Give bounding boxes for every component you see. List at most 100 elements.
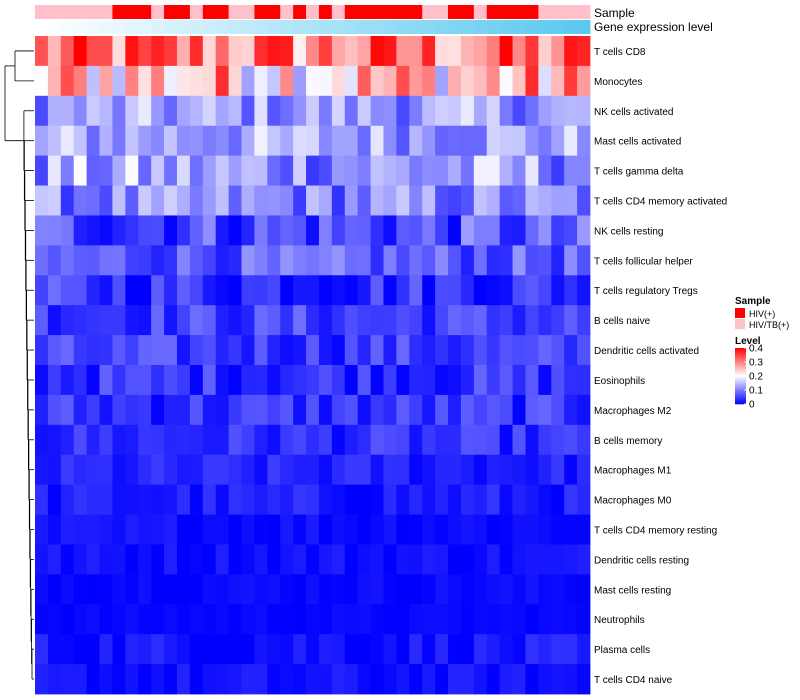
- heatmap-cell: [551, 365, 565, 396]
- heatmap-cell: [357, 634, 371, 665]
- heatmap-cell: [241, 275, 255, 306]
- heatmap-cell: [486, 95, 501, 127]
- heatmap-cell: [499, 275, 513, 306]
- heatmap-cell: [318, 544, 333, 575]
- heatmap-cell: [99, 155, 113, 186]
- heatmap-cell: [280, 155, 294, 186]
- heatmap-cell: [112, 604, 126, 635]
- heatmap-cell: [73, 544, 88, 575]
- expression-annotation-cell: [35, 20, 49, 34]
- heatmap-cell: [241, 155, 255, 186]
- heatmap-cell: [112, 185, 126, 216]
- heatmap-cell: [396, 604, 410, 635]
- heatmap-cell: [176, 544, 191, 575]
- heatmap-cell: [370, 185, 384, 216]
- heatmap-cell: [422, 574, 436, 605]
- heatmap-cell: [189, 484, 204, 515]
- heatmap-cell: [318, 484, 333, 515]
- heatmap-cell: [551, 604, 565, 635]
- heatmap-cell: [99, 95, 113, 127]
- sample-annotation-cell: [202, 5, 217, 19]
- heatmap-cell: [241, 424, 255, 456]
- heatmap-cell: [318, 574, 333, 605]
- level-ramp-step: [735, 350, 746, 353]
- heatmap-cell: [254, 604, 268, 635]
- level-ramp-step: [735, 352, 746, 354]
- level-ramp-step: [735, 355, 746, 357]
- heatmap-cell: [228, 65, 242, 97]
- heatmap-cell: [164, 424, 178, 456]
- heatmap-cell: [267, 215, 281, 246]
- level-ramp-step: [735, 366, 746, 368]
- row-label: Plasma cells: [594, 645, 650, 656]
- heatmap-cell: [435, 634, 449, 665]
- heatmap-cell: [486, 574, 501, 605]
- heatmap-cell: [267, 245, 281, 276]
- heatmap-cell: [538, 185, 552, 216]
- heatmap-cell: [47, 305, 62, 336]
- heatmap-cell: [164, 125, 178, 157]
- expression-annotation-cell: [551, 20, 565, 34]
- level-ramp-step: [735, 383, 746, 385]
- heatmap-cell: [435, 514, 449, 545]
- heatmap-cell: [525, 574, 539, 605]
- heatmap-cell: [86, 604, 100, 635]
- heatmap-cell: [215, 514, 230, 545]
- expression-annotation-cell: [525, 20, 539, 34]
- heatmap-cell: [228, 155, 242, 186]
- heatmap-cell: [267, 95, 281, 127]
- heatmap-cell: [473, 544, 488, 575]
- heatmap-cell: [202, 454, 217, 486]
- heatmap-cell: [60, 544, 75, 575]
- heatmap-cell: [99, 125, 113, 157]
- heatmap-cell: [473, 365, 488, 396]
- heatmap-cell: [344, 305, 359, 336]
- heatmap-cell: [99, 634, 113, 665]
- heatmap-cell: [112, 394, 126, 426]
- heatmap-cell: [241, 215, 255, 246]
- heatmap-cell: [164, 275, 178, 306]
- heatmap-cell: [538, 305, 552, 336]
- sample-annotation-cell: [176, 5, 191, 19]
- heatmap-cell: [551, 245, 565, 276]
- heatmap-cell: [293, 275, 307, 306]
- heatmap-cell: [202, 125, 217, 157]
- heatmap-cell: [164, 394, 178, 426]
- row-label: T cells CD8: [594, 47, 646, 58]
- sample-annotation-cell: [512, 5, 526, 19]
- heatmap-cell: [383, 394, 397, 426]
- heatmap-cell: [60, 275, 75, 306]
- heatmap-cell: [47, 65, 62, 97]
- heatmap-cell: [202, 335, 217, 366]
- heatmap-cell: [460, 36, 475, 67]
- heatmap-cell: [538, 215, 552, 246]
- heatmap-cell: [125, 305, 139, 336]
- heatmap-cell: [112, 125, 126, 157]
- heatmap-cell: [577, 544, 591, 575]
- row-label: T cells gamma delta: [594, 167, 684, 178]
- heatmap-cell: [60, 424, 75, 456]
- heatmap-cell: [47, 604, 62, 635]
- heatmap-cell: [460, 484, 475, 515]
- heatmap-cell: [112, 245, 126, 276]
- heatmap-cell: [577, 95, 591, 127]
- heatmap-cell: [267, 604, 281, 635]
- heatmap-cell: [47, 544, 62, 575]
- heatmap-cell: [176, 125, 191, 157]
- heatmap-cell: [577, 305, 591, 336]
- heatmap-cell: [112, 155, 126, 186]
- heatmap-cell: [112, 484, 126, 515]
- heatmap-cell: [151, 664, 165, 695]
- heatmap-cell: [422, 604, 436, 635]
- heatmap-cell: [125, 574, 139, 605]
- heatmap-cell: [383, 335, 397, 366]
- heatmap-cell: [73, 514, 88, 545]
- heatmap-cell: [254, 275, 268, 306]
- heatmap-cell: [254, 574, 268, 605]
- heatmap-cell: [202, 484, 217, 515]
- heatmap-cell: [35, 125, 49, 157]
- heatmap-cell: [512, 424, 526, 456]
- heatmap-cell: [448, 604, 462, 635]
- heatmap-cell: [138, 185, 152, 216]
- heatmap-cell: [525, 95, 539, 127]
